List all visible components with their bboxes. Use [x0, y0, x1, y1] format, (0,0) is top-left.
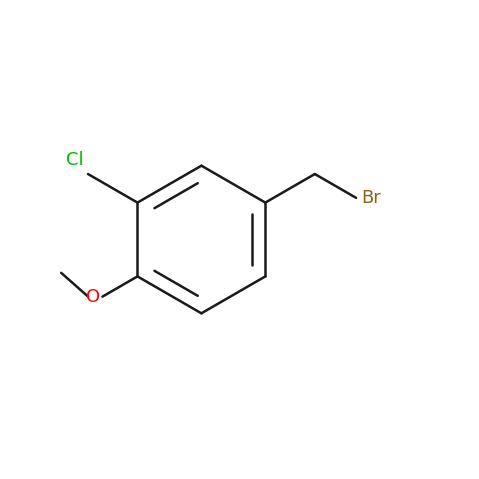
Text: Br: Br: [361, 189, 381, 207]
Text: Cl: Cl: [66, 151, 83, 169]
Text: O: O: [86, 288, 100, 306]
